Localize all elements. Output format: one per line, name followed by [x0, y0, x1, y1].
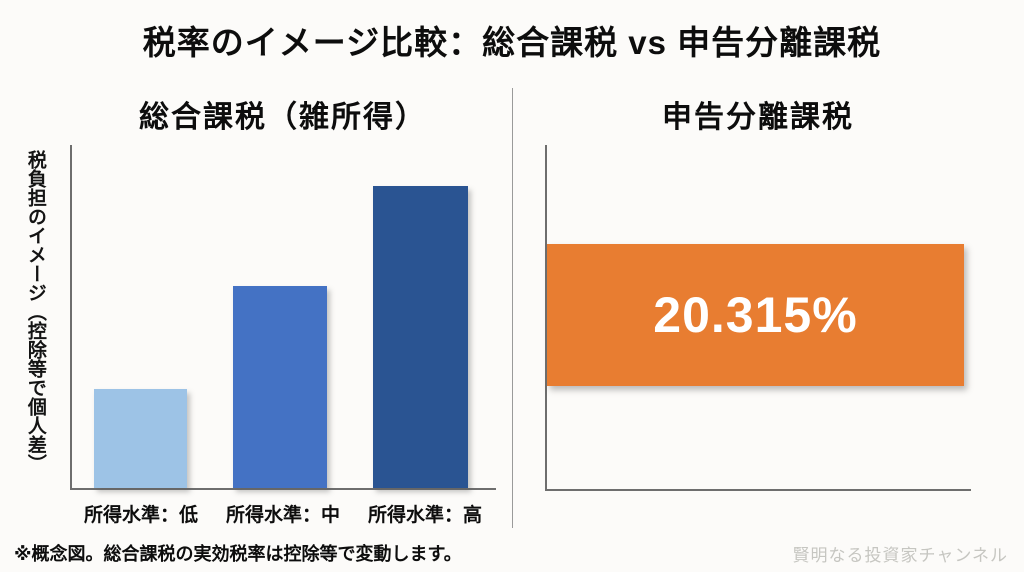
left-chart-plot-area — [70, 145, 496, 490]
bar-separate-tax-rate: 20.315% — [547, 244, 964, 386]
left-chart-x-axis-labels: 所得水準：低 所得水準：中 所得水準：高 — [70, 500, 496, 527]
x-label-income-high: 所得水準：高 — [367, 505, 482, 526]
x-label-income-medium: 所得水準：中 — [225, 505, 340, 526]
left-chart-y-axis-label: 税負担のイメージ（控除等で個人差） — [24, 150, 46, 473]
channel-watermark: 賢明なる投資家チャンネル — [792, 546, 1008, 565]
left-chart-title: 総合課税（雑所得） — [139, 101, 427, 134]
right-chart-title: 申告分離課税 — [662, 101, 854, 134]
bar-income-high — [373, 186, 468, 488]
panel-divider — [512, 88, 513, 528]
right-chart-plot-area: 20.315% — [545, 145, 971, 491]
bar-income-low — [94, 388, 187, 488]
tax-rate-value: 20.315% — [653, 287, 858, 343]
footnote: ※概念図。総合課税の実効税率は控除等で変動します。 — [14, 544, 462, 564]
x-label-income-low: 所得水準：低 — [83, 505, 198, 526]
bar-income-medium — [233, 285, 327, 488]
page-title: 税率のイメージ比較：総合課税 vs 申告分離課税 — [142, 24, 882, 61]
